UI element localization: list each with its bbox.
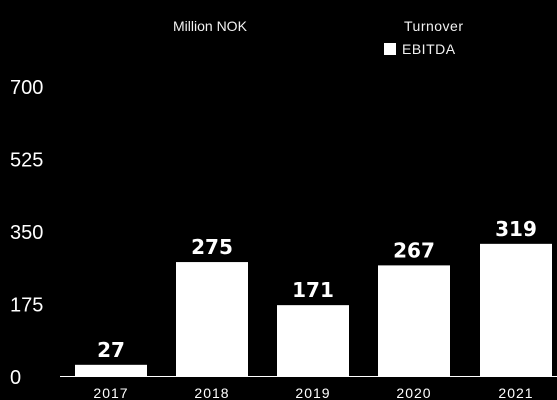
legend-item-ebitda: EBITDA	[384, 37, 464, 60]
y-tick-label: 525	[10, 150, 43, 172]
data-label-2020: 267	[393, 238, 435, 262]
unit-label: Million NOK	[173, 18, 247, 34]
y-tick-label: 350	[10, 222, 43, 244]
x-tick-label-2020: 2020	[396, 385, 431, 400]
x-tick-label-2019: 2019	[295, 385, 330, 400]
x-tick-label-2021: 2021	[498, 385, 533, 400]
y-tick-label: 0	[10, 367, 21, 389]
data-label-2017: 27	[97, 338, 125, 362]
legend: Turnover EBITDA	[384, 14, 464, 60]
data-label-2021: 319	[495, 217, 537, 241]
data-label-2019: 171	[292, 278, 334, 302]
x-tick-label-2018: 2018	[194, 385, 229, 400]
bar-2018	[176, 262, 248, 376]
bar-2020	[378, 265, 450, 376]
x-tick-label-2017: 2017	[93, 385, 128, 400]
y-tick-label: 700	[10, 77, 43, 99]
bar-2017	[75, 364, 147, 376]
legend-label-turnover: Turnover	[404, 17, 464, 34]
legend-swatch-ebitda	[384, 42, 396, 55]
bar-2019	[277, 305, 349, 376]
y-tick-label: 175	[10, 295, 43, 317]
bar-2021	[480, 243, 552, 376]
data-label-2018: 275	[191, 235, 233, 259]
legend-item-turnover: Turnover	[384, 14, 464, 37]
legend-label-ebitda: EBITDA	[402, 40, 456, 57]
